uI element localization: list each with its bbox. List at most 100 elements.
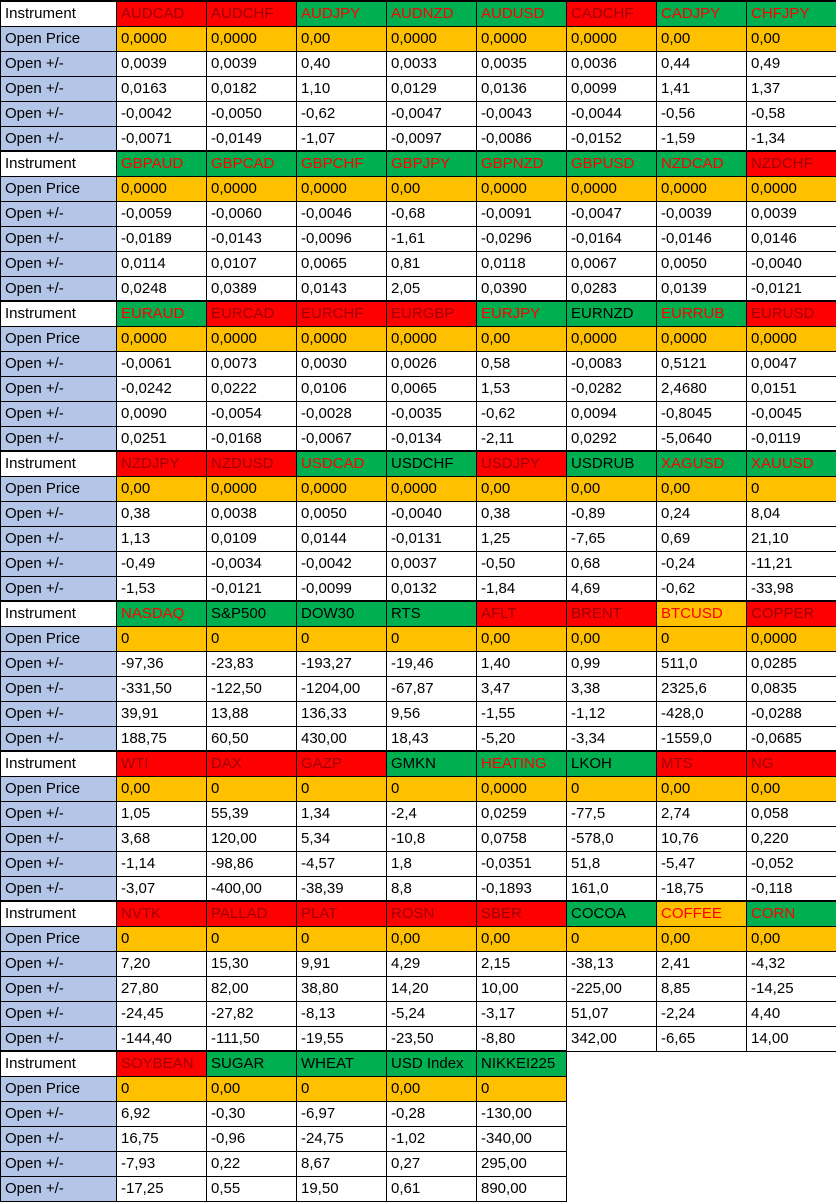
open-delta-cell[interactable]: -0,0134 xyxy=(387,426,477,451)
open-delta-cell[interactable]: 0,0129 xyxy=(387,76,477,101)
instrument-cell[interactable]: RTS xyxy=(387,601,477,626)
open-delta-cell[interactable]: -0,118 xyxy=(747,876,836,901)
instrument-cell[interactable]: PALLAD xyxy=(207,901,297,926)
row-label-open-price[interactable]: Open Price xyxy=(1,176,117,201)
open-delta-cell[interactable]: -38,39 xyxy=(297,876,387,901)
instrument-cell[interactable]: GBPCHF xyxy=(297,151,387,176)
open-delta-cell[interactable]: -0,0164 xyxy=(567,226,657,251)
instrument-cell[interactable]: NVTK xyxy=(117,901,207,926)
open-price-cell[interactable]: 0,00 xyxy=(747,776,836,801)
open-price-cell[interactable]: 0 xyxy=(657,626,747,651)
open-price-cell[interactable]: 0 xyxy=(207,776,297,801)
open-delta-cell[interactable]: 0,0144 xyxy=(297,526,387,551)
open-delta-cell[interactable]: 51,07 xyxy=(567,1001,657,1026)
row-label-open-delta[interactable]: Open +/- xyxy=(1,701,117,726)
open-price-cell[interactable]: 0 xyxy=(387,776,477,801)
open-delta-cell[interactable]: -0,0119 xyxy=(747,426,836,451)
instrument-cell[interactable]: PLAT xyxy=(297,901,387,926)
open-delta-cell[interactable]: -0,0242 xyxy=(117,376,207,401)
instrument-cell[interactable]: NZDCAD xyxy=(657,151,747,176)
instrument-cell[interactable]: XAGUSD xyxy=(657,451,747,476)
open-delta-cell[interactable]: -19,55 xyxy=(297,1026,387,1051)
open-delta-cell[interactable]: 0,0106 xyxy=(297,376,387,401)
open-delta-cell[interactable]: 15,30 xyxy=(207,951,297,976)
open-delta-cell[interactable]: -0,0042 xyxy=(297,551,387,576)
open-price-cell[interactable]: 0,0000 xyxy=(387,26,477,51)
open-delta-cell[interactable]: 4,40 xyxy=(747,1001,836,1026)
open-delta-cell[interactable]: 18,43 xyxy=(387,726,477,751)
open-delta-cell[interactable]: -0,0296 xyxy=(477,226,567,251)
open-delta-cell[interactable]: 0,38 xyxy=(477,501,567,526)
open-delta-cell[interactable]: 0,68 xyxy=(567,551,657,576)
open-delta-cell[interactable]: 0,0038 xyxy=(207,501,297,526)
open-delta-cell[interactable]: 5,34 xyxy=(297,826,387,851)
open-delta-cell[interactable]: -0,0059 xyxy=(117,201,207,226)
open-delta-cell[interactable]: 6,92 xyxy=(117,1101,207,1126)
open-delta-cell[interactable]: 0,0132 xyxy=(387,576,477,601)
row-label-open-delta[interactable]: Open +/- xyxy=(1,101,117,126)
open-delta-cell[interactable]: -24,75 xyxy=(297,1126,387,1151)
instrument-cell[interactable]: EURGBP xyxy=(387,301,477,326)
open-price-cell[interactable]: 0,0000 xyxy=(207,176,297,201)
open-delta-cell[interactable]: 1,8 xyxy=(387,851,477,876)
open-delta-cell[interactable]: -0,1893 xyxy=(477,876,567,901)
open-delta-cell[interactable]: 0,0109 xyxy=(207,526,297,551)
open-delta-cell[interactable]: -6,97 xyxy=(297,1101,387,1126)
open-delta-cell[interactable]: 1,13 xyxy=(117,526,207,551)
open-delta-cell[interactable]: -0,0189 xyxy=(117,226,207,251)
instrument-cell[interactable]: GBPNZD xyxy=(477,151,567,176)
open-delta-cell[interactable]: -11,21 xyxy=(747,551,836,576)
open-delta-cell[interactable]: -0,0039 xyxy=(657,201,747,226)
open-delta-cell[interactable]: -4,57 xyxy=(297,851,387,876)
row-label-open-delta[interactable]: Open +/- xyxy=(1,576,117,601)
open-delta-cell[interactable]: 0,38 xyxy=(117,501,207,526)
open-delta-cell[interactable]: -1,59 xyxy=(657,126,747,151)
open-delta-cell[interactable]: 4,69 xyxy=(567,576,657,601)
instrument-cell[interactable]: GMKN xyxy=(387,751,477,776)
open-delta-cell[interactable]: 8,85 xyxy=(657,976,747,1001)
open-delta-cell[interactable]: 10,00 xyxy=(477,976,567,1001)
open-delta-cell[interactable]: -5,20 xyxy=(477,726,567,751)
open-delta-cell[interactable]: -0,49 xyxy=(117,551,207,576)
instrument-cell[interactable]: GAZP xyxy=(297,751,387,776)
open-delta-cell[interactable]: -0,0050 xyxy=(207,101,297,126)
row-label-open-delta[interactable]: Open +/- xyxy=(1,201,117,226)
row-label-open-price[interactable]: Open Price xyxy=(1,926,117,951)
open-delta-cell[interactable]: -5,24 xyxy=(387,1001,477,1026)
open-delta-cell[interactable]: -27,82 xyxy=(207,1001,297,1026)
open-price-cell[interactable]: 0,0000 xyxy=(657,326,747,351)
open-delta-cell[interactable]: 1,53 xyxy=(477,376,567,401)
open-price-cell[interactable]: 0,00 xyxy=(117,776,207,801)
open-price-cell[interactable]: 0,00 xyxy=(117,476,207,501)
open-delta-cell[interactable]: -23,83 xyxy=(207,651,297,676)
open-price-cell[interactable]: 0 xyxy=(117,626,207,651)
open-delta-cell[interactable]: -0,0121 xyxy=(207,576,297,601)
open-delta-cell[interactable]: 2,15 xyxy=(477,951,567,976)
open-delta-cell[interactable]: -8,13 xyxy=(297,1001,387,1026)
open-price-cell[interactable]: 0,00 xyxy=(387,176,477,201)
open-delta-cell[interactable]: 0,24 xyxy=(657,501,747,526)
open-delta-cell[interactable]: 0,0094 xyxy=(567,401,657,426)
instrument-cell[interactable]: GBPAUD xyxy=(117,151,207,176)
row-label-open-delta[interactable]: Open +/- xyxy=(1,651,117,676)
open-delta-cell[interactable]: 0,44 xyxy=(657,51,747,76)
open-delta-cell[interactable]: -8,80 xyxy=(477,1026,567,1051)
open-delta-cell[interactable]: 0,0143 xyxy=(297,276,387,301)
open-delta-cell[interactable]: 3,47 xyxy=(477,676,567,701)
open-delta-cell[interactable]: 0,0065 xyxy=(387,376,477,401)
row-label-open-delta[interactable]: Open +/- xyxy=(1,76,117,101)
row-label-instrument[interactable]: Instrument xyxy=(1,451,117,476)
row-label-instrument[interactable]: Instrument xyxy=(1,751,117,776)
open-delta-cell[interactable]: -1,61 xyxy=(387,226,477,251)
open-delta-cell[interactable]: 0,0259 xyxy=(477,801,567,826)
open-price-cell[interactable]: 0 xyxy=(117,1076,207,1101)
open-delta-cell[interactable]: 0,0050 xyxy=(657,251,747,276)
row-label-open-delta[interactable]: Open +/- xyxy=(1,351,117,376)
open-price-cell[interactable]: 0,0000 xyxy=(117,326,207,351)
open-delta-cell[interactable]: -0,0035 xyxy=(387,401,477,426)
open-price-cell[interactable]: 0,00 xyxy=(297,26,387,51)
open-delta-cell[interactable]: 0,0389 xyxy=(207,276,297,301)
open-delta-cell[interactable]: 0,99 xyxy=(567,651,657,676)
open-delta-cell[interactable]: -111,50 xyxy=(207,1026,297,1051)
open-delta-cell[interactable]: 0,0222 xyxy=(207,376,297,401)
